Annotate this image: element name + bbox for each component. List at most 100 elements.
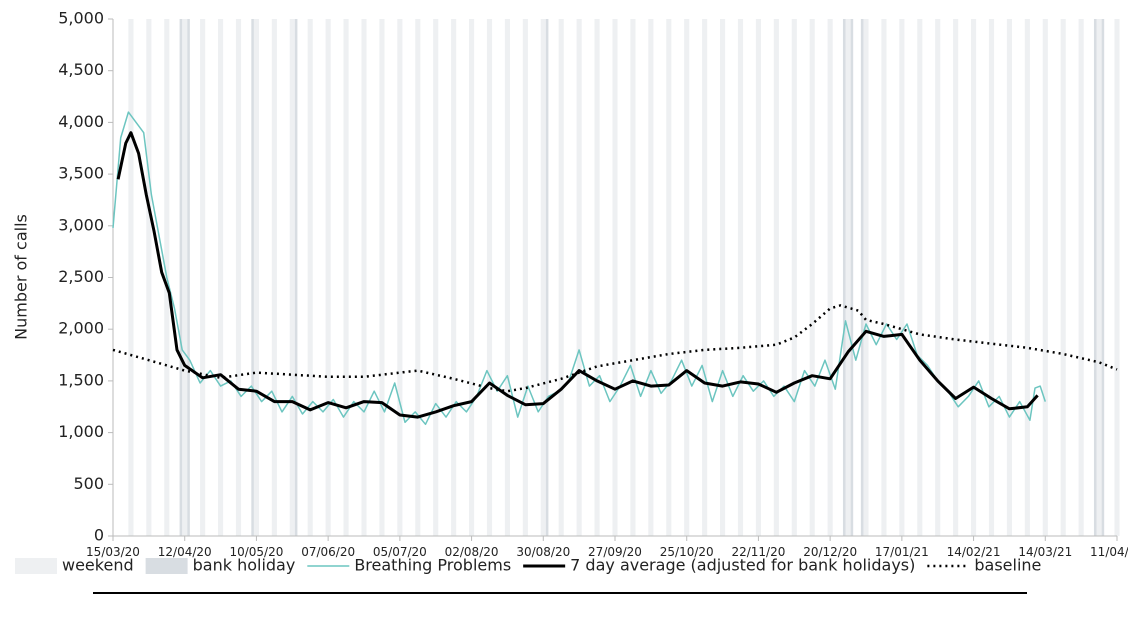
weekend-band [218, 19, 224, 536]
weekend-band [415, 19, 421, 536]
y-tick-label: 500 [73, 474, 104, 493]
bank-holiday-band [294, 19, 298, 536]
weekend-band [540, 19, 546, 536]
legend-label: Breathing Problems [354, 556, 511, 575]
weekend-band [720, 19, 726, 536]
x-tick-label: 10/05/20 [229, 545, 283, 559]
weekend-band [1096, 19, 1102, 536]
weekend-band [1042, 19, 1048, 536]
x-tick-label: 25/10/20 [660, 545, 714, 559]
x-tick-label: 14/03/21 [1018, 545, 1072, 559]
x-tick-label: 14/02/21 [947, 545, 1001, 559]
weekend-band [881, 19, 887, 536]
bank-holiday-band [545, 19, 549, 536]
bank-holiday-band [1093, 19, 1097, 536]
weekend-band [235, 19, 242, 536]
x-tick-label: 07/06/20 [301, 545, 355, 559]
weekend-band [737, 19, 744, 536]
weekend-band [612, 19, 618, 536]
weekend-band [146, 19, 152, 536]
weekend-band [773, 19, 779, 536]
weekend-band [702, 19, 708, 536]
y-axis-title: Number of calls [12, 214, 31, 340]
series-line [112, 111, 1047, 426]
x-tick-label: 30/08/20 [516, 545, 570, 559]
weekend-band [809, 19, 815, 536]
weekend-band [1024, 19, 1030, 536]
weekend-band [379, 19, 385, 536]
weekend-band [271, 19, 277, 536]
weekend-band [253, 19, 259, 536]
legend-label: weekend [62, 556, 134, 575]
x-tick-label: 12/04/20 [158, 545, 212, 559]
y-tick-label: 0 [94, 526, 104, 545]
weekend-band [486, 19, 493, 536]
legend-label: baseline [974, 556, 1041, 575]
weekend-band [917, 19, 923, 536]
weekend-band [128, 19, 134, 536]
y-tick-label: 1,500 [58, 370, 104, 389]
bank-holiday-band [187, 19, 190, 536]
y-tick-label: 3,000 [58, 215, 104, 234]
x-tick-label: 22/11/20 [731, 545, 785, 559]
x-tick-label: 15/03/20 [86, 545, 140, 559]
weekend-band [953, 19, 959, 536]
bank-holiday-band [1101, 19, 1105, 536]
legend-swatch [15, 558, 57, 574]
weekend-band [307, 19, 313, 536]
weekend-band [899, 19, 905, 536]
x-tick-label: 20/12/20 [803, 545, 857, 559]
weekend-band [469, 19, 475, 536]
weekend-band [343, 19, 349, 536]
x-tick-label: 11/04/21 [1090, 545, 1128, 559]
bank-holiday-band [179, 19, 183, 536]
weekend-band [791, 19, 797, 536]
weekend-band [988, 19, 995, 536]
weekend-band [451, 19, 457, 536]
weekend-band [594, 19, 600, 536]
y-tick-label: 3,500 [58, 164, 104, 183]
weekend-band [666, 19, 672, 536]
series-line [116, 131, 1039, 419]
weekend-band [361, 19, 367, 536]
weekend-band [845, 19, 851, 536]
y-tick-label: 2,500 [58, 267, 104, 286]
x-tick-label: 02/08/20 [445, 545, 499, 559]
bank-holiday-band [860, 19, 864, 536]
y-tick-label: 1,000 [58, 422, 104, 441]
weekend-band [684, 19, 690, 536]
bank-holiday-band [251, 19, 254, 536]
weekend-band [289, 19, 295, 536]
y-tick-label: 4,000 [58, 112, 104, 131]
weekend-band [1114, 19, 1120, 536]
weekend-band [648, 19, 654, 536]
legend-label: bank holiday [193, 556, 296, 575]
weekend-band [827, 19, 833, 536]
weekend-band [755, 19, 761, 536]
weekend-band [200, 19, 206, 536]
weekend-band [1006, 19, 1012, 536]
weekend-band [1060, 19, 1066, 536]
weekend-band [630, 19, 636, 536]
legend-swatch [145, 558, 188, 574]
weekend-band [935, 19, 941, 536]
weekend-band [504, 19, 510, 536]
weekend-band [182, 19, 188, 536]
x-tick-label: 17/01/21 [875, 545, 929, 559]
weekend-band [558, 19, 564, 536]
weekend-band [522, 19, 528, 536]
weekend-band [1078, 19, 1084, 536]
weekend-band [325, 19, 331, 536]
weekend-band [863, 19, 869, 536]
bank-holiday-band [842, 19, 846, 536]
y-tick-label: 4,500 [58, 60, 104, 79]
weekend-band [576, 19, 582, 536]
bank-holiday-band [850, 19, 854, 536]
weekend-band [397, 19, 403, 536]
legend-label: 7 day average (adjusted for bank holiday… [570, 556, 915, 575]
y-tick-label: 2,000 [58, 319, 104, 338]
x-tick-label: 27/09/20 [588, 545, 642, 559]
weekend-band [433, 19, 439, 536]
y-tick-label: 5,000 [58, 9, 104, 28]
